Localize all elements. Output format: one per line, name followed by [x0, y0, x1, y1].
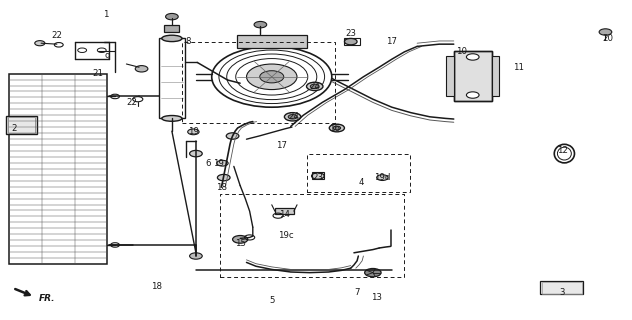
Text: 9: 9 [105, 53, 110, 62]
Text: 19d: 19d [374, 173, 391, 182]
Circle shape [365, 268, 381, 277]
Text: 20: 20 [602, 34, 614, 43]
Circle shape [329, 124, 344, 132]
Bar [454, 51, 492, 101]
Text: 11: 11 [513, 63, 524, 72]
Bar [542, 282, 582, 294]
Text: 1: 1 [104, 10, 109, 19]
Text: 2: 2 [11, 124, 16, 132]
Circle shape [260, 71, 284, 83]
Text: 14: 14 [279, 210, 290, 219]
Text: 22: 22 [51, 31, 63, 40]
Bar [344, 38, 360, 45]
Text: 22: 22 [126, 98, 137, 107]
Text: 21: 21 [92, 69, 104, 78]
Circle shape [307, 82, 323, 91]
Bar [492, 56, 499, 96]
Bar [540, 281, 583, 294]
Bar [275, 208, 294, 214]
Text: 23: 23 [312, 173, 324, 182]
Text: 19: 19 [212, 159, 224, 168]
Text: 12: 12 [557, 146, 568, 155]
Text: 19c: 19c [278, 231, 293, 240]
Circle shape [466, 92, 479, 98]
Text: 13: 13 [370, 293, 382, 302]
Ellipse shape [162, 116, 182, 121]
Text: 18: 18 [216, 183, 227, 192]
Bar [8, 117, 35, 133]
Text: 23: 23 [345, 29, 356, 38]
Bar [9, 74, 107, 264]
Circle shape [190, 253, 202, 259]
Circle shape [312, 173, 324, 179]
Circle shape [288, 115, 297, 119]
Circle shape [284, 113, 301, 121]
Circle shape [188, 129, 199, 135]
Text: 8: 8 [186, 37, 191, 46]
Bar [446, 56, 454, 96]
Text: FR.: FR. [39, 294, 56, 303]
Circle shape [217, 160, 228, 166]
Bar [237, 35, 307, 48]
Text: 24: 24 [288, 112, 300, 121]
Circle shape [226, 133, 239, 139]
Text: 15: 15 [234, 239, 246, 248]
Text: 18: 18 [151, 282, 162, 291]
Circle shape [466, 54, 479, 60]
Circle shape [135, 66, 148, 72]
Bar [164, 25, 179, 32]
Circle shape [35, 41, 45, 46]
Circle shape [377, 175, 388, 180]
Text: 3: 3 [560, 288, 565, 297]
Bar [6, 116, 37, 134]
Circle shape [217, 174, 230, 181]
Text: 7: 7 [355, 288, 360, 297]
Text: 17: 17 [276, 141, 287, 150]
Circle shape [246, 64, 297, 90]
Circle shape [333, 126, 341, 130]
Circle shape [344, 38, 357, 45]
Text: 16: 16 [329, 124, 341, 132]
Circle shape [190, 150, 202, 157]
Text: 4: 4 [359, 178, 364, 187]
Circle shape [310, 84, 319, 89]
Text: 10: 10 [456, 47, 467, 56]
Text: 5: 5 [269, 296, 274, 305]
Bar [159, 38, 185, 118]
Circle shape [254, 21, 267, 28]
Circle shape [599, 29, 612, 35]
Text: 19: 19 [188, 127, 199, 136]
Text: 24: 24 [309, 82, 320, 91]
Text: 17: 17 [386, 37, 398, 46]
Text: 6: 6 [206, 159, 211, 168]
Bar [312, 172, 324, 179]
Bar [454, 51, 492, 101]
Circle shape [233, 236, 248, 243]
Ellipse shape [162, 35, 182, 42]
Circle shape [166, 13, 178, 20]
